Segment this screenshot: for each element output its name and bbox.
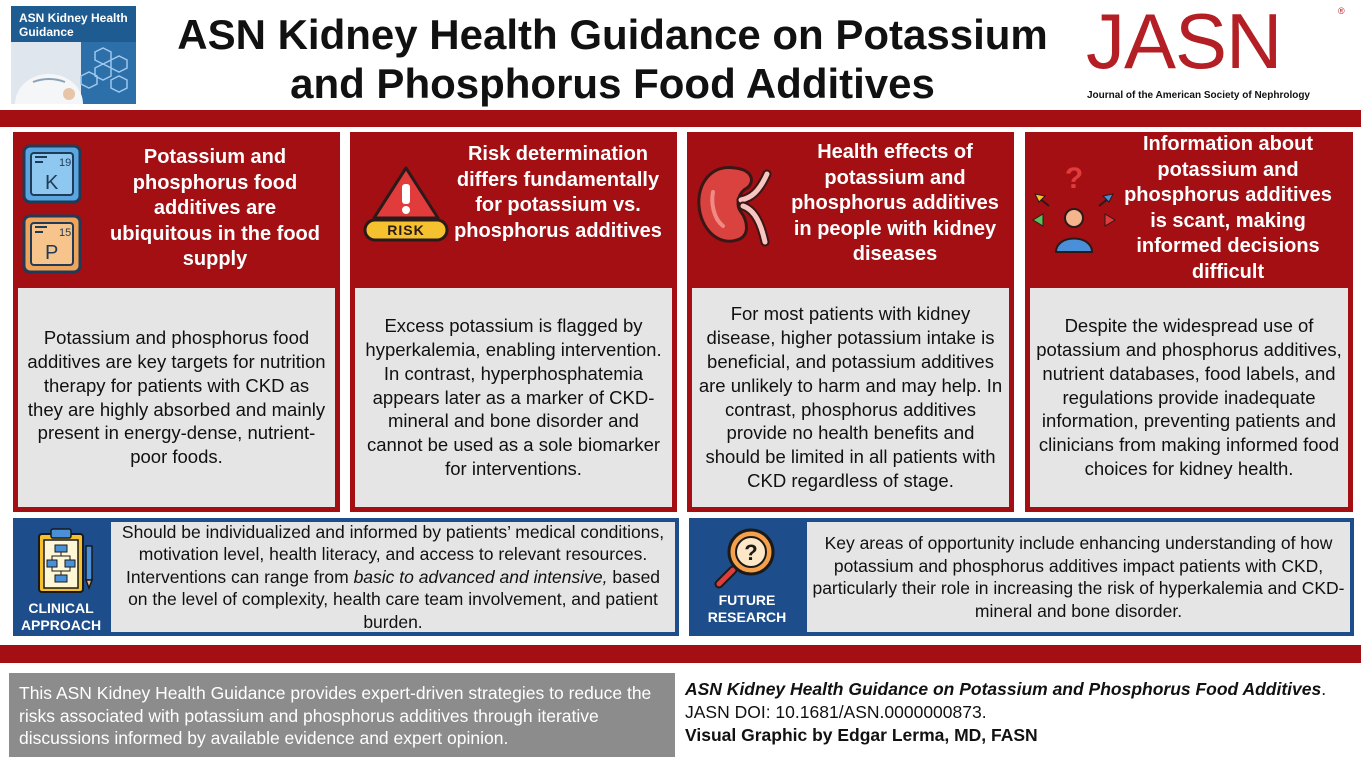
kidney-icon [697,166,772,247]
summary-box: This ASN Kidney Health Guidance provides… [9,673,675,757]
badge-title: ASN Kidney Health Guidance [19,11,128,39]
element-k-number: 19 [59,157,71,169]
column-health-effects: Health effects of potassium and phosphor… [687,132,1014,512]
jasn-logo: JASN ® [1086,0,1348,85]
risk-warning-icon: RISK [363,166,449,242]
column-title: Risk determination differs fundamentally… [454,143,662,242]
guidance-badge: ASN Kidney Health Guidance [11,6,136,104]
column-ubiquitous: 19 K 15 P Potassium and phosphorus food … [13,132,340,512]
magnifier-question-icon: ? [714,528,775,589]
column-body-text: For most patients with kidney disease, h… [698,303,1003,491]
citation-title: ASN Kidney Health Guidance on Potassium … [685,679,1322,699]
clinical-text-part: based on the level of complexity, health… [128,566,661,632]
clinical-approach-box: CLINICAL APPROACH Should be individualiz… [13,518,679,636]
future-research-text: Key areas of opportunity include enhanci… [812,533,1345,621]
citation: ASN Kidney Health Guidance on Potassium … [685,678,1355,747]
column-title: Potassium and phosphorus food additives … [110,146,320,270]
element-p-number: 15 [59,227,71,239]
future-research-panel: Key areas of opportunity include enhanci… [807,522,1350,632]
clinical-approach-label: CLINICAL APPROACH [20,600,102,633]
column-scant-information: ? Information about potassium and phosph… [1025,132,1353,512]
confused-person-icon: ? [1032,162,1116,253]
column-risk-determination: RISK Risk determination differs fundamen… [350,132,677,512]
future-research-box: ? FUTURE RESEARCH Key areas of opportuni… [689,518,1354,636]
clinical-approach-panel: Should be individualized and informed by… [111,522,675,632]
element-k-symbol: K [45,172,59,194]
future-research-label: FUTURE RESEARCH [707,592,787,625]
page-title: ASN Kidney Health Guidance on Potassium … [150,10,1075,108]
clinical-approach-text: Should be individualized and informed by… [115,522,671,632]
footer-divider-bar [0,645,1361,663]
column-body-text: Excess potassium is flagged by hyperkale… [365,315,662,479]
citation-doi: . JASN DOI: 10.1681/ASN.0000000873. [685,679,1327,722]
jasn-wordmark: JASN [1086,0,1282,85]
column-title: Health effects of potassium and phosphor… [791,141,999,265]
svg-text:?: ? [744,540,757,565]
column-body-text: Despite the widespread use of potassium … [1036,315,1342,479]
column-title: Information about potassium and phosphor… [1124,133,1332,283]
summary-text: This ASN Kidney Health Guidance provides… [19,683,652,748]
risk-label: RISK [387,222,424,238]
doctor-hexagon-illustration [11,42,136,104]
element-p-symbol: P [45,242,58,264]
column-body-panel: Potassium and phosphorus food additives … [18,288,335,507]
clipboard-flowchart-icon [38,528,94,593]
clinical-text-italic: basic to advanced and intensive, [353,566,608,587]
citation-reference: ASN Kidney Health Guidance on Potassium … [685,678,1355,724]
column-body-text: Potassium and phosphorus food additives … [27,327,326,468]
page-title-line-1: ASN Kidney Health Guidance on Potassium [177,11,1048,58]
registered-mark-icon: ® [1338,6,1345,16]
column-body-panel: For most patients with kidney disease, h… [692,288,1009,507]
header-divider-bar [0,110,1361,127]
page-title-line-2: and Phosphorus Food Additives [290,60,935,107]
periodic-elements-icon: 19 K 15 P [22,144,82,274]
clinical-text-part: Should be individualized and informed by… [121,522,665,587]
journal-name: Journal of the American Society of Nephr… [1087,90,1310,101]
svg-text:?: ? [1065,162,1083,195]
column-body-panel: Despite the widespread use of potassium … [1030,288,1348,507]
visual-credit: Visual Graphic by Edgar Lerma, MD, FASN [685,725,1038,745]
column-body-panel: Excess potassium is flagged by hyperkale… [355,288,672,507]
